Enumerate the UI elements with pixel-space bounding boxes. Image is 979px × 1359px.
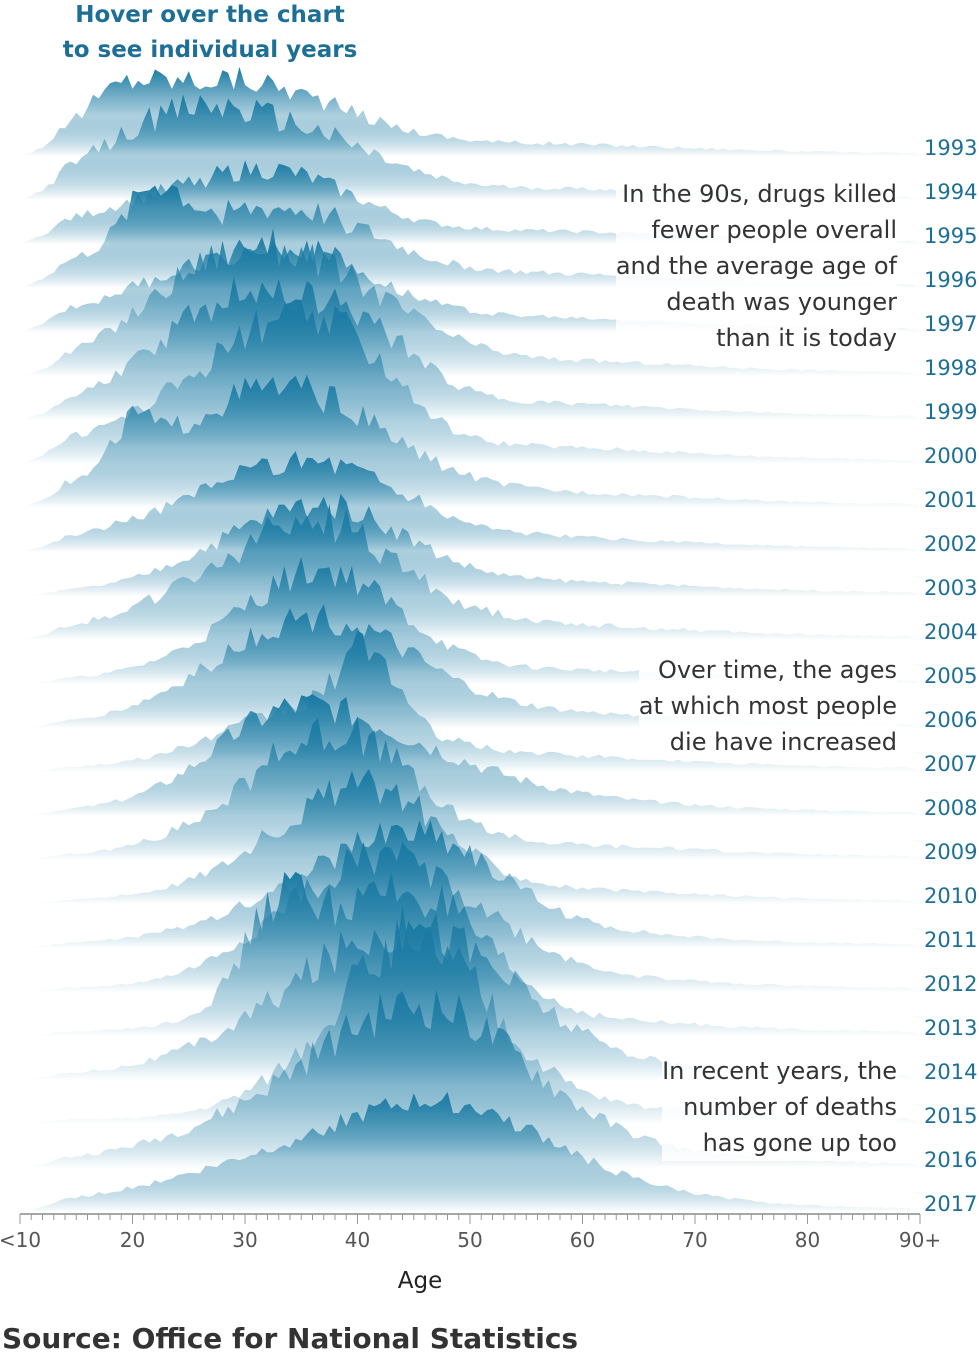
x-tick-label: 60 — [570, 1228, 595, 1252]
year-label: 2005 — [924, 664, 977, 688]
year-label: 2009 — [924, 840, 977, 864]
ridge-baseline — [20, 640, 920, 643]
ridge-area — [20, 918, 920, 1124]
year-label: 1996 — [924, 268, 977, 292]
year-label: 2001 — [924, 488, 977, 512]
ridge-baseline — [20, 288, 920, 291]
ridge-series-group: 1993 1994 1995 1996 1997 1998 1999 2000 2001 2002… — [20, 66, 977, 1216]
ridge-baseline — [20, 508, 920, 511]
year-label: 2004 — [924, 620, 977, 644]
ridge-baseline — [20, 156, 920, 159]
x-tick-label: 50 — [457, 1228, 482, 1252]
year-label: 2000 — [924, 444, 977, 468]
x-tick-label: 70 — [682, 1228, 707, 1252]
year-label: 1997 — [924, 312, 977, 336]
year-label: 2011 — [924, 928, 977, 952]
year-label: 1998 — [924, 356, 977, 380]
ridge-area — [20, 503, 920, 640]
ridge-2006[interactable]: 2006 — [20, 604, 977, 732]
year-label: 2012 — [924, 972, 977, 996]
annotation-over-time: Over time, the ages at which most people… — [638, 652, 897, 760]
ridge-area — [20, 768, 920, 904]
year-label: 2007 — [924, 752, 977, 776]
ridge-baseline — [20, 464, 920, 467]
hover-hint: Hover over the chart to see individual y… — [0, 0, 420, 68]
ridge-area — [20, 871, 920, 1036]
x-tick-label: 40 — [345, 1228, 370, 1252]
source-note: Source: Office for National Statistics — [2, 1322, 579, 1355]
annotation-line: and the average age of — [615, 252, 897, 280]
year-label: 2002 — [924, 532, 977, 556]
x-axis-label: Age — [397, 1268, 443, 1294]
annotation-line: In recent years, the — [662, 1057, 897, 1085]
ridge-baseline — [20, 552, 920, 555]
ridge-baseline — [20, 816, 920, 819]
ridge-baseline — [20, 684, 920, 687]
x-tick-label: 90+ — [899, 1228, 941, 1252]
annotation-90s: In the 90s, drugs killed fewer people ov… — [615, 176, 897, 356]
ridge-area — [20, 604, 920, 728]
year-label: 2016 — [924, 1148, 977, 1172]
x-tick-label: 80 — [795, 1228, 820, 1252]
annotation-line: fewer people overall — [651, 216, 897, 244]
annotation-recent-years: In recent years, the number of deaths ha… — [662, 1053, 897, 1161]
x-tick-label: 20 — [120, 1228, 145, 1252]
hover-hint-line-2: to see individual years — [62, 37, 358, 63]
annotation-line: Over time, the ages — [657, 656, 897, 684]
annotation-line: number of deaths — [683, 1093, 897, 1121]
year-label: 2003 — [924, 576, 977, 600]
ridge-baseline — [20, 244, 920, 247]
year-label: 2014 — [924, 1060, 977, 1084]
annotation-line: at which most people — [638, 692, 897, 720]
year-label: 1994 — [924, 180, 977, 204]
ridge-2004[interactable]: 2004 — [20, 503, 977, 644]
ridge-area — [20, 1092, 920, 1212]
year-label: 2013 — [924, 1016, 977, 1040]
ridge-baseline — [20, 596, 920, 599]
ridge-baseline — [20, 728, 920, 731]
ridge-area — [20, 989, 920, 1168]
annotation-line: In the 90s, drugs killed — [622, 180, 897, 208]
year-label: 2010 — [924, 884, 977, 908]
annotation-line: death was younger — [666, 288, 897, 316]
x-tick-label: <10 — [0, 1228, 41, 1252]
ridge-baseline — [20, 200, 920, 203]
annotation-line: than it is today — [716, 324, 897, 352]
x-tick-label: 30 — [232, 1228, 257, 1252]
ridge-area — [20, 820, 920, 948]
year-label: 1999 — [924, 400, 977, 424]
year-label: 1995 — [924, 224, 977, 248]
hover-hint-line-1: Hover over the chart — [75, 2, 345, 28]
year-label: 2017 — [924, 1192, 977, 1216]
annotation-line: has gone up too — [702, 1129, 897, 1157]
ridge-baseline — [20, 420, 920, 423]
x-axis: <10 20 30 40 50 60 70 80 90+ — [0, 1213, 941, 1252]
ridge-baseline — [20, 332, 920, 335]
year-label: 2006 — [924, 708, 977, 732]
year-label: 2008 — [924, 796, 977, 820]
ridge-baseline — [20, 376, 920, 379]
annotation-line: die have increased — [669, 728, 897, 756]
year-label: 2015 — [924, 1104, 977, 1128]
ridge-area — [20, 716, 920, 860]
year-label: 1993 — [924, 136, 977, 160]
